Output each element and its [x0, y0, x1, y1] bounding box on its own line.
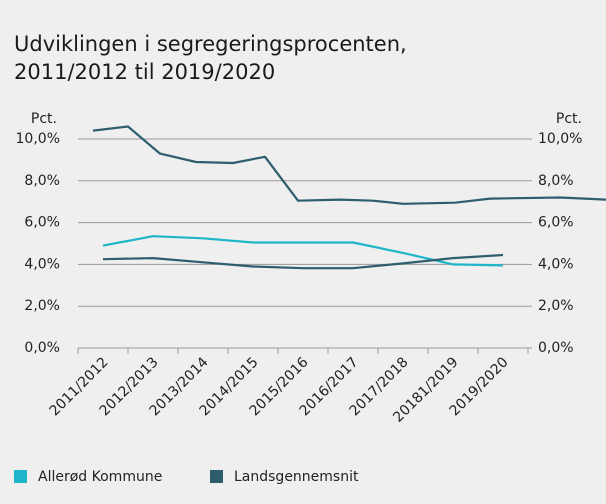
y-tick-label: 8,0% [24, 173, 60, 189]
y2-tick-label: 4,0% [538, 256, 574, 272]
legend-swatch [14, 470, 27, 483]
y2-axis-label: Pct. [556, 111, 582, 127]
y-tick-label: 10,0% [16, 131, 60, 147]
y2-tick-label: 8,0% [538, 173, 574, 189]
y2-tick-label: 10,0% [538, 131, 582, 147]
legend-label: Allerød Kommune [38, 469, 162, 485]
legend-swatch [210, 470, 223, 483]
y-axis-label: Pct. [31, 111, 57, 127]
y-tick-label: 4,0% [24, 256, 60, 272]
line-series [102, 235, 504, 267]
y2-tick-label: 2,0% [538, 298, 574, 314]
chart-title: 2011/2012 til 2019/2020 [14, 60, 275, 84]
line-series [102, 253, 504, 270]
y2-tick-label: 6,0% [538, 215, 574, 231]
y2-tick-label: 0,0% [538, 340, 574, 356]
line-series [92, 125, 606, 205]
y-tick-label: 2,0% [24, 298, 60, 314]
legend-label: Landsgennemsnit [234, 469, 359, 485]
y-tick-label: 6,0% [24, 215, 60, 231]
y-tick-label: 0,0% [24, 340, 60, 356]
chart-title: Udviklingen i segregeringsprocenten, [14, 32, 407, 56]
